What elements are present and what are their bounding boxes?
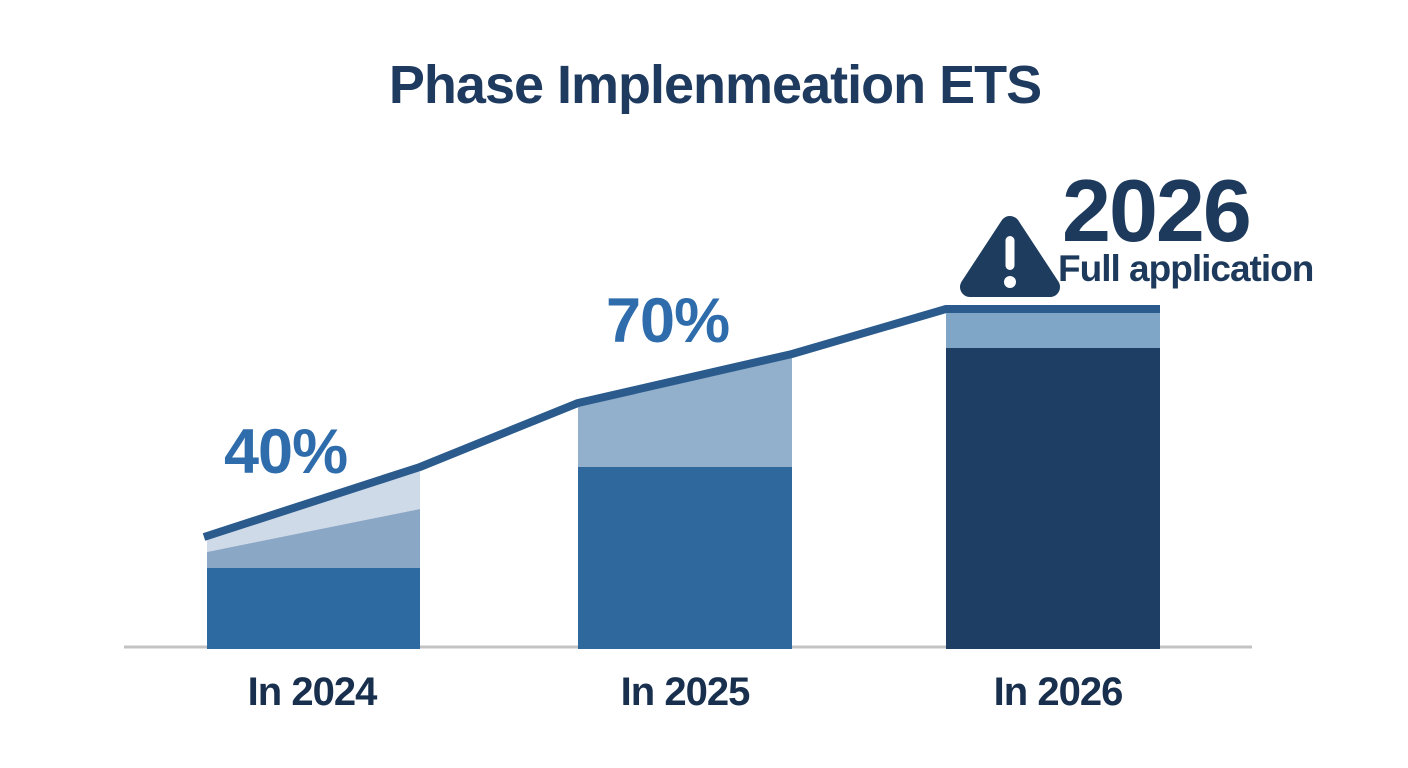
x-axis-label-2024: In 2024 [247,670,378,714]
annotation-year-2026: 2026 [1062,161,1252,260]
bar-2026 [946,311,1160,649]
annotation-full-application: Full application [1058,248,1314,289]
warning-exclamation-bar [1005,236,1015,270]
value-label-2024: 40% [224,417,348,487]
bar-2026-light-band [946,311,1160,348]
bar-2024-body [207,568,420,649]
bar-2024-light-wedge [207,468,420,552]
bar-2024-mid-band [207,509,420,568]
bar-2025 [578,355,792,649]
warning-triangle-icon [960,216,1060,297]
bar-2025-light-band [578,355,792,467]
bar-2024 [207,468,420,649]
bar-2026-body [946,348,1160,649]
x-axis-label-2026: In 2026 [993,670,1124,714]
x-axis-label-2025: In 2025 [620,670,751,714]
chart-title: Phase Implenmeation ETS [388,55,1042,115]
trend-line [202,305,1160,541]
value-label-2025: 70% [606,286,730,356]
bar-2025-body [578,467,792,649]
warning-exclamation-dot [1004,276,1016,288]
